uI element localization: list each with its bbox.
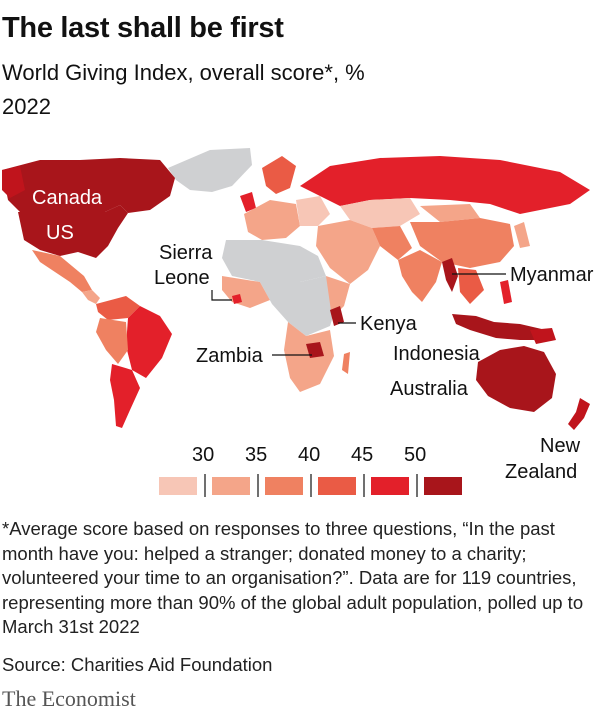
label-sierra-leone-2: Leone: [154, 267, 210, 289]
chart-year: 2022: [2, 94, 51, 119]
label-new-zealand-1: New: [540, 435, 581, 457]
mexico: [32, 250, 92, 292]
southern-africa: [284, 322, 334, 392]
madagascar: [342, 352, 350, 374]
legend-swatch-4: [318, 477, 356, 495]
footnote: *Average score based on responses to thr…: [2, 518, 584, 637]
iran-afghan: [372, 226, 412, 260]
legend-swatch-2: [212, 477, 250, 495]
china: [410, 218, 514, 268]
sierra-leone-shape: [232, 294, 242, 304]
legend-label-40: 40: [298, 444, 320, 466]
label-new-zealand-2: Zealand: [505, 461, 577, 483]
label-zambia: Zambia: [196, 345, 264, 367]
scandinavia: [262, 156, 296, 194]
legend: 30 35 40 45 50: [159, 444, 462, 497]
western-europe: [244, 200, 300, 240]
uk-ireland: [240, 192, 256, 212]
southeast-asia: [458, 268, 484, 304]
kenya-shape: [330, 306, 344, 326]
sierra-leone-leader: [211, 290, 232, 301]
east-africa: [326, 276, 350, 318]
kazakhstan: [340, 198, 420, 228]
greenland: [168, 148, 252, 192]
label-sierra-leone-1: Sierra: [159, 242, 213, 264]
mongolia: [420, 204, 480, 222]
chart-title: The last shall be first: [2, 12, 284, 44]
canada-shape: [2, 158, 175, 213]
myanmar-shape: [442, 258, 458, 292]
brazil: [126, 306, 172, 378]
indonesia-shape: [452, 314, 546, 340]
new-zealand-shape: [568, 398, 590, 430]
label-us: US: [46, 222, 74, 244]
label-indonesia: Indonesia: [393, 343, 481, 365]
label-australia: Australia: [390, 378, 469, 400]
india: [398, 250, 442, 302]
legend-swatch-6: [424, 477, 462, 495]
middle-east: [316, 220, 380, 284]
legend-swatch-3: [265, 477, 303, 495]
legend-label-50: 50: [404, 444, 426, 466]
legend-swatch-5: [371, 477, 409, 495]
brand-logo: The Economist: [2, 686, 136, 711]
australia-shape: [476, 346, 556, 412]
label-myanmar: Myanmar: [510, 264, 594, 286]
chart-subtitle: World Giving Index, overall score*, %: [2, 60, 365, 85]
label-kenya: Kenya: [360, 313, 418, 335]
russia: [300, 156, 590, 214]
legend-label-35: 35: [245, 444, 267, 466]
colombia-venezuela: [96, 296, 140, 320]
png: [530, 328, 556, 344]
world-map: Canada US Sierra Leone Myanmar Kenya Ind…: [2, 148, 594, 497]
alaska: [2, 166, 25, 198]
korea-japan: [514, 222, 530, 248]
source: Source: Charities Aid Foundation: [2, 654, 273, 675]
us-shape: [18, 205, 128, 258]
north-africa: [222, 240, 326, 282]
chile-argentina: [110, 364, 140, 428]
legend-swatch-1: [159, 477, 197, 495]
philippines: [500, 280, 512, 304]
zambia-shape: [306, 342, 324, 358]
legend-label-45: 45: [351, 444, 373, 466]
central-america: [82, 290, 100, 304]
legend-label-30: 30: [192, 444, 214, 466]
central-africa: [260, 276, 338, 336]
eastern-europe: [296, 196, 330, 226]
peru-bolivia: [96, 318, 128, 364]
label-canada: Canada: [32, 187, 103, 209]
